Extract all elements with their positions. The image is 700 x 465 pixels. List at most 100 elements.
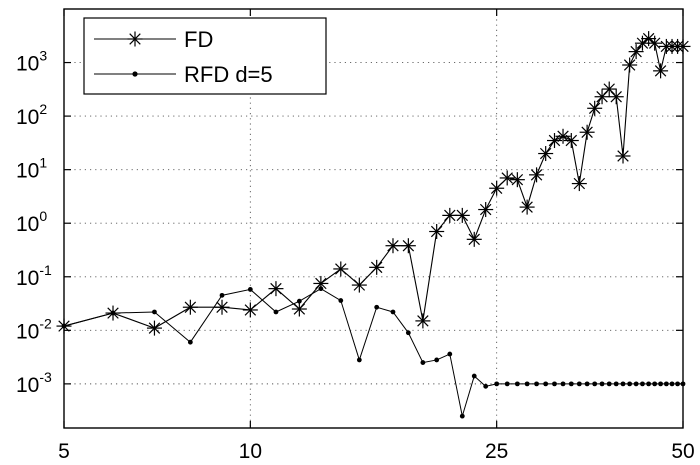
rfd-point <box>471 373 477 379</box>
y-tick-base: 10 <box>16 267 39 290</box>
fd-point-stroke <box>588 102 601 115</box>
fd-point <box>466 231 482 247</box>
rfd-point <box>640 381 645 387</box>
y-tick-label: 102 <box>16 101 47 129</box>
fd-point-stroke <box>417 315 429 327</box>
rfd-point <box>514 381 520 387</box>
fd-point <box>615 148 631 164</box>
rfd-point <box>152 309 157 315</box>
fd-point-stroke <box>648 37 661 49</box>
fd-point-stroke <box>387 239 399 252</box>
rfd-point <box>405 330 411 336</box>
x-tick-label: 5 <box>58 440 70 463</box>
fd-point <box>675 38 691 54</box>
fd-point <box>385 238 401 254</box>
rfd-point <box>620 381 626 387</box>
fd-point-stroke <box>654 65 667 77</box>
fd-point <box>538 146 554 162</box>
fd-point <box>622 57 638 73</box>
y-tick-label: 10-3 <box>16 369 52 397</box>
fd-point <box>429 224 445 240</box>
rfd-point <box>646 381 652 387</box>
fd-point-stroke <box>479 203 492 216</box>
fd-point <box>415 313 431 329</box>
fd-point <box>442 207 458 223</box>
rfd-point <box>663 381 669 387</box>
fd-point <box>214 299 230 315</box>
fd-point <box>653 63 669 79</box>
rfd-point <box>568 381 574 387</box>
rfd-point <box>356 357 362 363</box>
fd-series-line <box>63 37 683 329</box>
rfd-point <box>534 381 539 387</box>
rfd-point <box>504 381 510 387</box>
fd-point <box>628 44 644 60</box>
fd-point-stroke <box>370 261 383 274</box>
fd-point-stroke <box>539 147 552 160</box>
fd-point <box>529 167 545 183</box>
fd-point-stroke <box>610 91 622 103</box>
fd-point-stroke <box>548 134 561 147</box>
fd-point-stroke <box>402 239 415 252</box>
rfd-point <box>459 413 465 419</box>
fd-point-stroke <box>581 126 593 138</box>
x-tick-label: 50 <box>671 440 694 463</box>
fd-point-stroke <box>335 263 347 275</box>
plot-frame <box>63 8 684 429</box>
fd-point-stroke <box>456 209 469 222</box>
y-tick-label: 101 <box>16 155 47 183</box>
fd-point-stroke <box>270 282 282 295</box>
fd-point <box>242 302 258 318</box>
legend: FD RFD d=5 <box>83 17 327 95</box>
fd-point-stroke <box>184 301 197 313</box>
fd-point-stroke <box>430 225 443 238</box>
rfd-point <box>247 287 253 292</box>
rfd-point <box>680 381 686 387</box>
fd-point-stroke <box>244 304 257 316</box>
fd-point-stroke <box>129 33 141 45</box>
fd-point-stroke <box>557 130 569 143</box>
fd-point <box>509 172 525 188</box>
fd-point <box>546 133 562 149</box>
rfd-point <box>273 309 279 315</box>
y-tick-exponent: -2 <box>39 315 52 331</box>
rfd-point <box>560 381 566 387</box>
fd-point-stroke <box>617 150 629 162</box>
fd-point <box>587 100 603 116</box>
fd-point <box>478 202 494 218</box>
rfd-point <box>420 360 426 365</box>
fd-point <box>608 89 624 105</box>
fd-point <box>489 180 505 196</box>
y-tick-base: 10 <box>16 53 39 76</box>
rfd-point <box>187 339 193 345</box>
y-tick-exponent: -1 <box>39 262 52 278</box>
fd-point <box>579 124 595 140</box>
fd-point-stroke <box>565 134 578 147</box>
rfd-point <box>627 381 633 387</box>
fd-point <box>291 301 307 317</box>
y-tick-exponent: 1 <box>39 155 47 171</box>
fd-point <box>563 133 579 149</box>
fd-point-stroke <box>293 303 306 315</box>
legend-label: RFD d=5 <box>184 62 273 87</box>
fd-point-stroke <box>642 32 655 45</box>
rfd-point <box>658 381 663 387</box>
rfd-point <box>61 323 67 329</box>
rfd-point <box>652 381 658 387</box>
legend-marker <box>132 71 138 77</box>
rfd-point <box>494 381 500 387</box>
fd-point-stroke <box>511 173 524 186</box>
rfd-point <box>524 381 530 387</box>
legend-label: FD <box>184 27 213 52</box>
rfd-point <box>219 292 225 298</box>
fd-point <box>369 259 385 275</box>
fd-point <box>454 207 470 223</box>
fd-point <box>400 238 416 254</box>
fd-point-stroke <box>530 169 543 181</box>
y-tick-base: 10 <box>16 213 39 236</box>
rfd-point <box>543 381 549 387</box>
rfd-point <box>592 381 598 387</box>
y-tick-exponent: -3 <box>39 369 52 385</box>
rfd-point <box>390 309 396 315</box>
